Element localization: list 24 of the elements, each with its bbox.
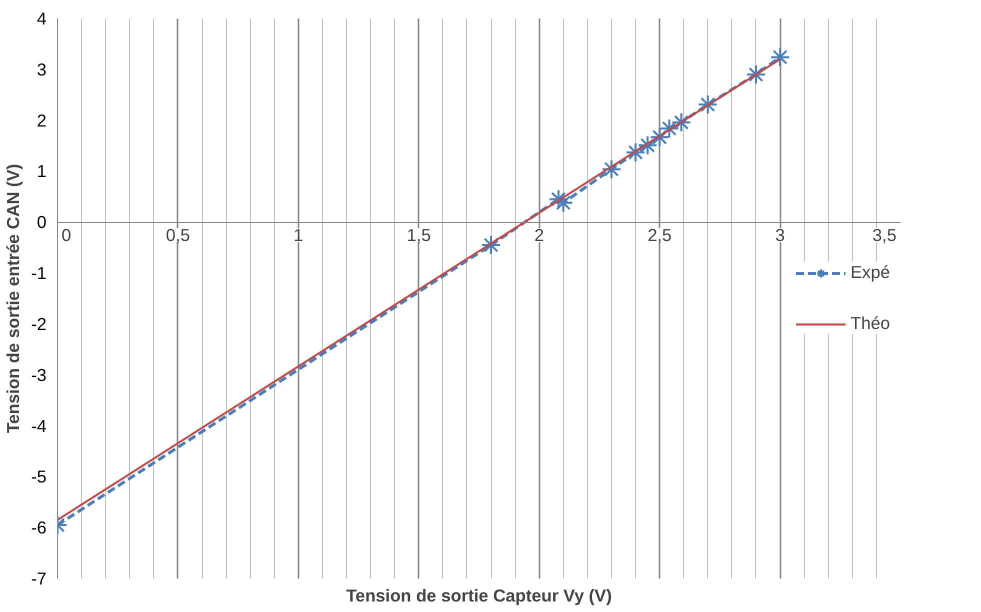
y-tick-label: 0: [36, 212, 47, 232]
x-tick-label: 3,5: [872, 225, 897, 246]
x-tick-label: 0: [62, 225, 72, 246]
y-tick-label: -7: [31, 568, 47, 588]
legend-label: Expé: [850, 262, 890, 283]
legend-label: Théo: [850, 313, 890, 334]
y-tick-label: -2: [31, 314, 47, 334]
y-tick-label: 1: [36, 161, 47, 182]
x-tick-label: 3: [775, 225, 785, 246]
y-tick-label: -6: [31, 518, 47, 538]
x-tick-label: 2,5: [648, 225, 672, 246]
y-tick-label: 4: [36, 8, 47, 28]
x-tick-label: 0,5: [166, 225, 190, 246]
y-tick-label: -1: [31, 263, 47, 284]
y-tick-label: -4: [31, 416, 47, 436]
y-tick-label: 3: [36, 59, 47, 80]
y-tick-label: -5: [31, 466, 47, 487]
y-tick-label: -3: [31, 364, 47, 385]
x-tick-label: 1: [294, 225, 304, 246]
x-tick-label: 2: [534, 225, 544, 246]
y-axis-title: Tension de sortie entrée CAN (V): [3, 164, 24, 434]
x-tick-label: 1,5: [406, 225, 431, 246]
y-tick-label: 2: [36, 110, 47, 130]
x-axis-title: Tension de sortie Capteur Vy (V): [346, 586, 612, 606]
